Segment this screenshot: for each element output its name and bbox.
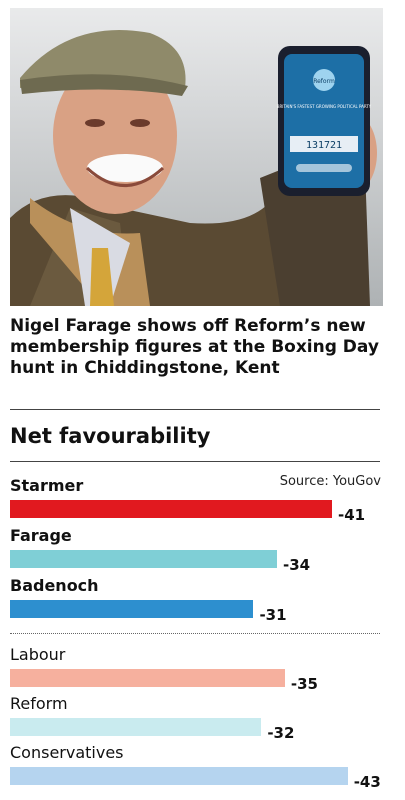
svg-text:131721: 131721 [306,140,342,151]
bar-label-reform: Reform [10,694,68,713]
bar-labour [10,669,285,687]
bar-value-labour: -35 [290,675,318,693]
svg-text:Reform: Reform [313,78,335,85]
chart-title: Net favourability [10,424,211,448]
group-divider [10,633,380,634]
bar-label-farage: Farage [10,526,72,545]
title-divider [10,461,380,462]
bar-value-conservatives: -43 [353,773,381,791]
svg-text:BRITAIN'S FASTEST GROWING POLI: BRITAIN'S FASTEST GROWING POLITICAL PART… [277,104,372,109]
bar-label-labour: Labour [10,645,66,664]
bar-label-starmer: Starmer [10,476,84,495]
news-photo: Reform BRITAIN'S FASTEST GROWING POLITIC… [10,8,383,306]
bar-label-conservatives: Conservatives [10,743,124,762]
photo-illustration: Reform BRITAIN'S FASTEST GROWING POLITIC… [10,8,383,306]
caption-divider [10,409,380,410]
bar-label-badenoch: Badenoch [10,576,99,595]
bar-conservatives [10,767,348,785]
photo-caption: Nigel Farage shows off Reform’s new memb… [10,316,379,378]
bar-farage [10,550,278,568]
bar-value-reform: -32 [267,724,295,742]
bar-reform [10,718,262,736]
bar-value-farage: -34 [283,556,311,574]
bar-starmer [10,500,332,518]
bar-value-starmer: -41 [338,506,366,524]
reform-logo-icon [313,69,335,91]
bar-value-badenoch: -31 [259,606,287,624]
bar-badenoch [10,600,254,618]
chart-source: Source: YouGov [279,474,381,489]
